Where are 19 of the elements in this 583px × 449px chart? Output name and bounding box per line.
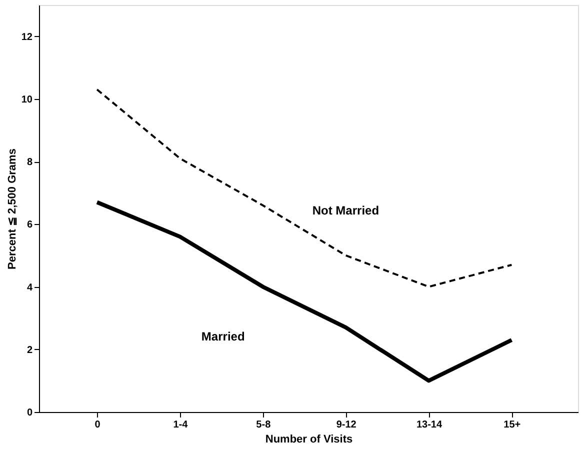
x-tick-label: 13-14	[416, 420, 442, 430]
y-tick-label: 6	[26, 220, 33, 231]
annotation: Married	[201, 330, 245, 344]
x-axis-title: Number of Visits	[265, 434, 353, 446]
x-tick-label: 9-12	[336, 420, 357, 430]
x-tick-label: 5-8	[256, 420, 272, 430]
y-tick-label: 10	[21, 94, 33, 106]
line-series	[95, 200, 514, 383]
line-series	[96, 88, 513, 288]
x-tick-label: 1-4	[173, 420, 188, 430]
y-tick-label: 2	[26, 344, 33, 356]
annotation: Not Married	[312, 203, 380, 218]
x-tick-label: 0	[94, 420, 101, 430]
y-tick-label: 0	[26, 408, 33, 418]
y-tick-label: 12	[21, 32, 33, 43]
y-tick-label: 8	[26, 157, 33, 168]
x-tick-label: 15+	[504, 420, 521, 430]
y-tick-label: 4	[26, 282, 33, 294]
y-axis-title: Percent ≦ 2,500 Grams	[6, 148, 18, 270]
